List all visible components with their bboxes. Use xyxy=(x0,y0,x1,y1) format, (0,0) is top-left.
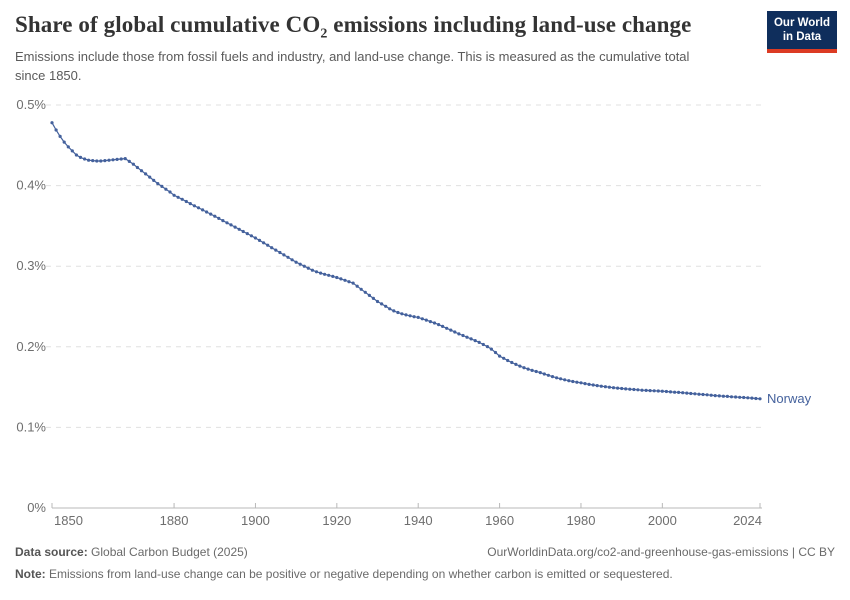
series-label: Norway xyxy=(767,391,812,406)
x-tick-label: 1960 xyxy=(485,513,514,528)
gridlines xyxy=(46,104,762,428)
owid-logo[interactable]: Our World in Data xyxy=(767,11,837,53)
data-source-value: Global Carbon Budget (2025) xyxy=(87,545,248,559)
x-tick-label: 1940 xyxy=(404,513,433,528)
x-tick-label: 1880 xyxy=(160,513,189,528)
series-line xyxy=(51,122,761,400)
y-axis-labels: 0% 0.1% 0.2% 0.3% 0.4% 0.5% xyxy=(16,97,46,515)
data-points xyxy=(50,121,762,401)
chart-title: Share of global cumulative CO2 emissions… xyxy=(15,12,692,41)
chart-note: Note: Emissions from land-use change can… xyxy=(15,566,835,583)
y-tick-label: 0.1% xyxy=(16,419,46,434)
data-source: Data source: Global Carbon Budget (2025) xyxy=(15,544,248,561)
x-tick-label: 1850 xyxy=(54,513,83,528)
y-tick-label: 0.4% xyxy=(16,178,46,193)
x-tick-label: 2000 xyxy=(648,513,677,528)
chart-subtitle: Emissions include those from fossil fuel… xyxy=(15,49,690,83)
x-tick-label: 2024 xyxy=(733,513,762,528)
x-axis: 1850 1880 1900 1920 1940 1960 1980 2000 2024 xyxy=(51,503,762,528)
y-tick-label: 0.2% xyxy=(16,339,46,354)
owid-logo-line2: in Data xyxy=(782,31,822,44)
y-tick-label: 0.3% xyxy=(16,258,46,273)
y-tick-label: 0.5% xyxy=(16,97,46,112)
credit-link[interactable]: OurWorldinData.org/co2-and-greenhouse-ga… xyxy=(487,545,835,559)
chart-footer: Data source: Global Carbon Budget (2025)… xyxy=(15,544,835,583)
x-tick-label: 1980 xyxy=(567,513,596,528)
x-tick-label: 1920 xyxy=(322,513,351,528)
data-source-label: Data source: xyxy=(15,545,88,559)
chart-canvas: 0% 0.1% 0.2% 0.3% 0.4% 0.5% 1850 1880 1900 1920 19… xyxy=(16,97,812,528)
x-tick-label: 1900 xyxy=(241,513,270,528)
note-label: Note: xyxy=(15,566,46,581)
owid-logo-line1: Our World xyxy=(773,17,830,29)
note-value: Emissions from land-use change can be po… xyxy=(45,566,673,581)
chart-title-text-2: emissions including land-use change xyxy=(327,12,692,37)
chart-title-subscript: 2 xyxy=(320,26,328,42)
chart-title-text: Share of global cumulative CO xyxy=(15,12,321,37)
y-tick-label: 0% xyxy=(27,500,46,515)
